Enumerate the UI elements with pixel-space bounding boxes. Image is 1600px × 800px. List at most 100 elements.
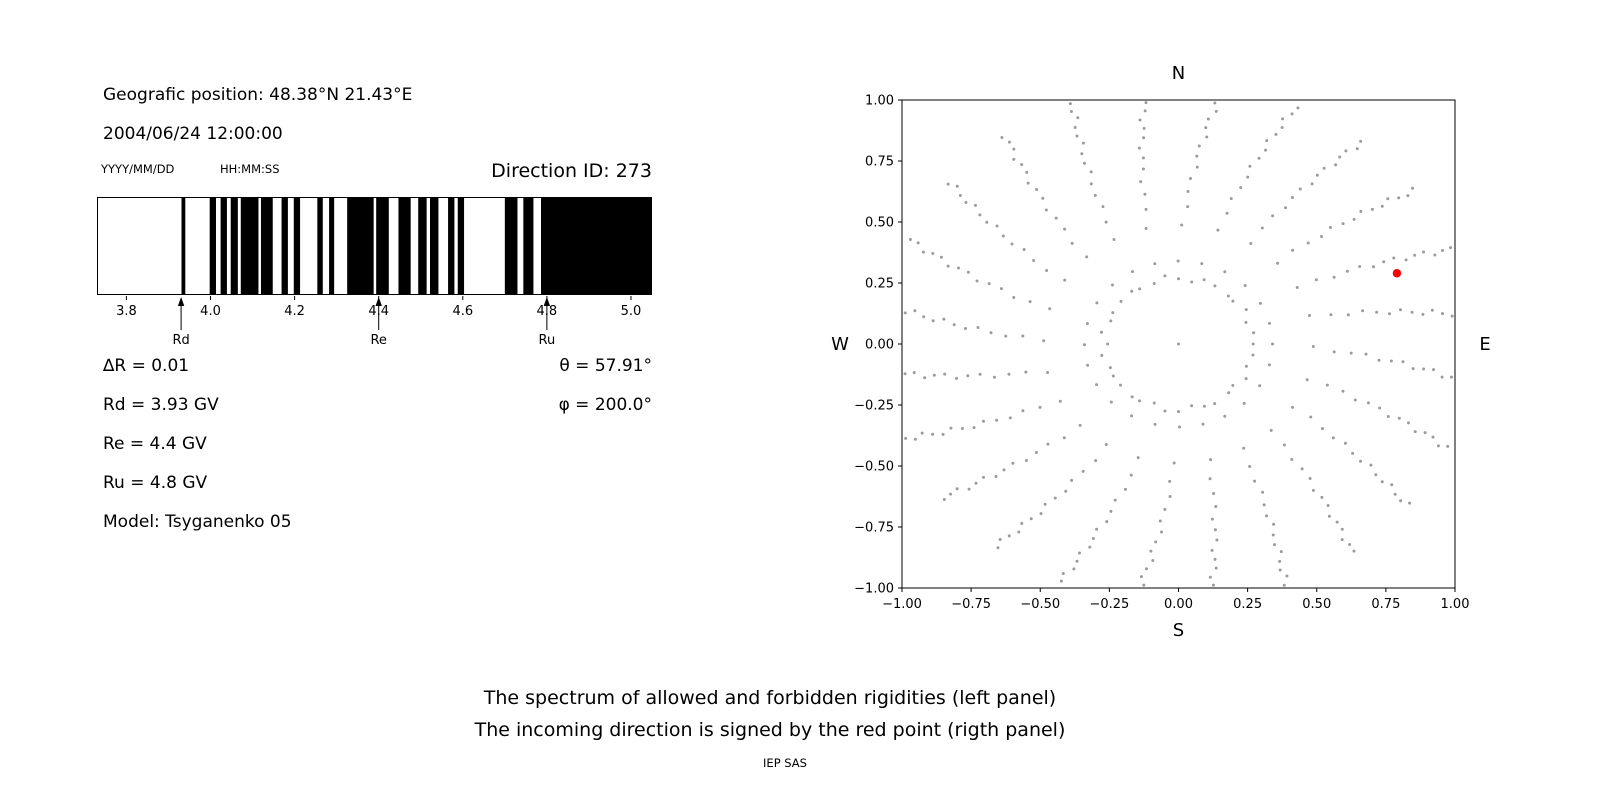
asymptotic-dot: [1085, 321, 1089, 325]
asymptotic-dot: [1012, 295, 1016, 299]
asymptotic-dot: [1046, 442, 1050, 446]
asymptotic-dot: [1296, 106, 1300, 110]
asymptotic-dot: [922, 315, 926, 319]
asymptotic-dot: [1408, 501, 1412, 505]
asymptotic-dot: [1208, 477, 1212, 481]
asymptotic-dot: [1143, 192, 1147, 196]
marker-arrow-head: [177, 297, 185, 306]
asymptotic-dot: [1004, 334, 1008, 338]
asymptotic-dot: [1212, 492, 1216, 496]
asymptotic-dot: [1278, 568, 1282, 572]
asymptotic-dot: [1021, 409, 1025, 413]
y-tick-label: −0.25: [854, 399, 894, 414]
x-tick-label: 0.25: [1233, 597, 1262, 612]
asymptotic-dot: [1411, 367, 1415, 371]
asymptotic-dot: [966, 374, 970, 378]
asymptotic-dot: [1430, 308, 1434, 312]
asymptotic-dot: [1152, 401, 1156, 405]
asymptotic-dot: [1038, 405, 1042, 409]
asymptotic-dot: [973, 203, 977, 207]
asymptotic-dot: [1359, 139, 1363, 143]
x-tick-label: −0.50: [1020, 597, 1060, 612]
asymptotic-dot: [1118, 383, 1122, 387]
asymptotic-dot: [1440, 248, 1444, 252]
asymptotic-dot: [1213, 101, 1217, 105]
asymptotic-dot: [1012, 147, 1016, 151]
asymptotic-dot: [1291, 248, 1295, 252]
asymptotic-dot: [1242, 446, 1246, 450]
asymptotic-dot: [1246, 175, 1250, 179]
asymptotic-dot: [989, 331, 993, 335]
asymptotic-dot: [994, 474, 998, 478]
asymptotic-dot: [1054, 216, 1058, 220]
asymptotic-dot: [1035, 187, 1039, 191]
asymptotic-dot: [1069, 109, 1073, 113]
asymptotic-dot: [1180, 223, 1184, 227]
asymptotic-dot: [1338, 155, 1342, 159]
asymptotic-dot: [1282, 443, 1286, 447]
x-tick-label: −1.00: [882, 597, 922, 612]
asymptotic-dot: [949, 492, 953, 496]
asymptotic-dot: [1112, 237, 1116, 241]
asymptotic-dot: [1008, 416, 1012, 420]
asymptotic-dot: [1043, 502, 1047, 506]
asymptotic-dot: [1343, 441, 1347, 445]
asymptotic-dot: [1168, 479, 1172, 483]
asymptotic-dot: [1189, 177, 1193, 181]
asymptotic-dot: [1139, 575, 1143, 579]
asymptotic-dot: [1269, 428, 1273, 432]
marker-arrow-head: [375, 297, 382, 306]
asymptotic-dot: [1142, 136, 1146, 140]
asymptotic-dot: [1075, 559, 1079, 563]
asymptotic-dot: [1200, 262, 1204, 266]
asymptotic-dot: [1341, 222, 1345, 226]
asymptotic-dot: [1214, 109, 1218, 113]
forbidden-band: [329, 198, 335, 294]
asymptotic-dot: [942, 317, 946, 321]
x-tick-label: 5.0: [621, 304, 642, 319]
asymptotic-dot: [1095, 301, 1099, 305]
asymptotic-dot: [1380, 480, 1384, 484]
compass-labels: N S W E: [831, 63, 1491, 641]
asymptotic-dot: [1370, 207, 1374, 211]
asymptotic-dot: [1104, 443, 1108, 447]
asymptotic-dot: [1204, 126, 1208, 130]
asymptotic-dot: [1279, 550, 1283, 554]
asymptotic-dot: [1100, 330, 1104, 334]
asymptotic-dot: [1271, 533, 1275, 537]
asymptotic-dot: [1109, 319, 1113, 323]
asymptotic-dot: [1225, 211, 1229, 215]
asymptotic-dot: [1295, 286, 1299, 290]
asymptotic-dot: [1093, 193, 1097, 197]
asymptotic-dot: [1085, 255, 1089, 259]
asymptotic-dot: [1248, 164, 1252, 168]
rd-value: Rd = 3.93 GV: [103, 395, 219, 415]
asymptotic-dot: [1142, 126, 1146, 130]
asymptotic-dot: [1136, 456, 1140, 460]
asymptotic-dot: [1305, 378, 1309, 382]
asymptotic-dot: [1172, 461, 1176, 465]
footer-credit: IEP SAS: [763, 756, 807, 770]
asymptotic-dot: [1177, 342, 1180, 346]
asymptotic-dot: [1211, 583, 1215, 587]
asymptotic-dot: [1265, 139, 1269, 143]
asymptotic-dot: [1208, 575, 1212, 579]
asymptotic-dot: [1110, 283, 1114, 287]
asymptotic-dot: [1158, 519, 1162, 523]
asymptotic-dot: [1397, 196, 1401, 200]
asymptotic-dot: [1061, 571, 1065, 575]
asymptotic-dot: [1436, 444, 1440, 448]
asymptotic-dot: [1349, 351, 1353, 355]
asymptotic-dot: [1029, 517, 1033, 521]
x-tick-label: 1.00: [1441, 597, 1470, 612]
asymptotic-dot: [1251, 353, 1255, 357]
asymptotic-dot: [903, 372, 907, 376]
asymptotic-dot: [1111, 374, 1115, 378]
asymptotic-dot: [1340, 538, 1344, 542]
asymptotic-dot: [1059, 579, 1063, 583]
asymptotic-dot: [931, 251, 935, 255]
asymptotic-dot: [1063, 278, 1067, 282]
asymptotic-dot: [1378, 406, 1382, 410]
re-value: Re = 4.4 GV: [103, 434, 207, 454]
